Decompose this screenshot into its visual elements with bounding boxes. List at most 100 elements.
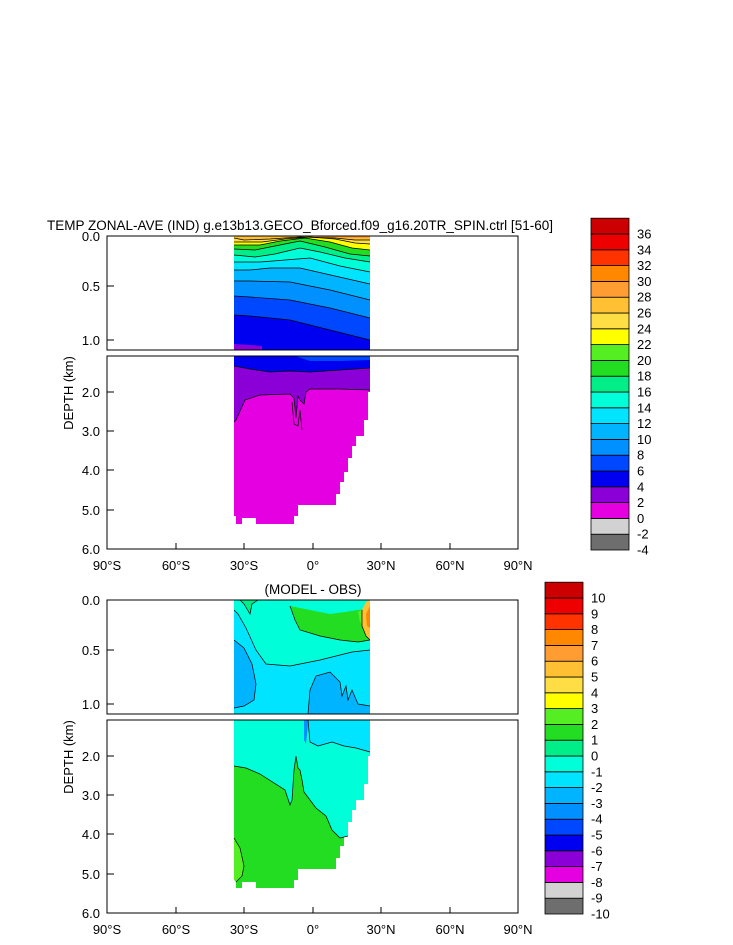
colorbar-label: 5 [591,670,598,685]
colorbar-label: 4 [637,479,644,494]
colorbar-label: 8 [591,622,598,637]
colorbar-swatch [544,692,584,709]
diff-contour-lines-upper [233,599,371,715]
colorbar-label: 4 [591,685,598,700]
colorbar-swatch [544,803,584,820]
y-tick-label: 5.0 [82,503,100,518]
chart-title: (MODEL - OBS) [264,582,361,597]
colorbar-swatch [544,897,584,915]
colorbar-swatch [590,265,630,282]
y-tick-marks [107,235,114,550]
colorbar-swatch [544,834,584,852]
colorbar-swatch [590,486,630,503]
x-tick-label: 90°S [93,558,122,573]
temp-upper-fill [233,236,371,350]
x-tick-label: 90°N [503,922,532,937]
colorbar-label: -2 [637,527,649,542]
y-axis-label: DEPTH (km) [61,356,76,430]
colorbar-swatch [590,249,630,267]
y-tick-label: 0.5 [82,643,100,658]
y-tick-label: 1.0 [82,333,100,348]
colorbar-label: 2 [637,495,644,510]
colorbar-label: 26 [637,306,651,321]
colorbar-label: 8 [637,448,644,463]
colorbar-swatch [590,217,630,235]
temp-lower-fill [233,356,371,524]
panel-model-minus-obs: (MODEL - OBS) [61,581,610,937]
colorbar-label: 6 [591,654,598,669]
colorbar-swatch [544,613,584,630]
colorbar-swatch [544,850,584,867]
colorbar-swatch [590,502,630,519]
y-tick-label: 0.5 [82,279,100,294]
y-tick-label: 0.0 [82,593,100,608]
colorbar-swatch [590,391,630,409]
diff-band-minus2-minus1 [308,720,370,752]
colorbar-swatch [544,787,584,804]
colorbar-label: -5 [591,828,603,843]
colorbar-swatch [590,344,630,361]
colorbar-label: -2 [591,780,603,795]
y-tick-label: 2.0 [82,385,100,400]
y-tick-label: 1.0 [82,697,100,712]
x-tick-label: 30°S [230,558,259,573]
colorbar-label: -1 [591,764,603,779]
y-tick-label: 6.0 [82,542,100,557]
x-tick-label: 90°N [503,558,532,573]
x-tick-labels: 90°S 60°S 30°S 0° 30°N 60°N 90°N [93,922,533,937]
panel-temperature: TEMP ZONAL-AVE (IND) g.e13b13.GECO_Bforc… [47,217,651,573]
colorbar-label: 30 [637,274,651,289]
colorbar-swatch [544,581,584,599]
colorbar-label: -6 [591,843,603,858]
colorbar-label: 36 [637,227,651,242]
y-tick-label: 3.0 [82,424,100,439]
temp-contour-lines-upper [233,236,371,341]
diff-contour-lines-lower [233,719,371,883]
colorbar-swatch [544,739,584,757]
colorbar-swatch [590,328,630,345]
x-tick-label: 0° [307,558,319,573]
x-tick-label: 60°N [435,922,464,937]
colorbar-label: 24 [637,321,651,336]
colorbar-swatch [544,676,584,694]
colorbar-swatch [590,423,630,440]
colorbar-label: 9 [591,606,598,621]
colorbar-label: -8 [591,875,603,890]
colorbar-label: 18 [637,369,651,384]
colorbar-label: 10 [637,432,651,447]
colorbar-swatch [590,533,630,551]
x-tick-marks [106,907,519,913]
colorbar-swatch [544,597,584,615]
x-tick-label: 0° [307,922,319,937]
colorbar-label: -7 [591,859,603,874]
colorbar-label: 12 [637,416,651,431]
plot-frame-upper [106,235,519,351]
colorbar-label: -3 [591,796,603,811]
colorbar-label: 7 [591,638,598,653]
y-tick-labels: 0.0 0.5 1.0 2.0 3.0 4.0 5.0 6.0 [82,229,100,557]
diff-band-minus3-minus2-b [308,672,370,714]
colorbar-swatch [590,375,630,393]
x-tick-label: 60°N [435,558,464,573]
colorbar-swatch [590,312,630,330]
temp-band-2-4 [234,344,262,350]
x-tick-label: 90°S [93,922,122,937]
plot-frame-upper [106,599,519,715]
diff-band-0-1 [240,600,258,614]
temp-band-6-8 [295,356,370,361]
diff-band-minus3-minus2 [234,640,256,708]
y-tick-label: 5.0 [82,867,100,882]
diff-band-warm-core [366,606,370,628]
colorbar-label: -4 [591,812,603,827]
colorbar-label: 10 [591,591,605,606]
x-tick-label: 30°N [366,558,395,573]
temp-band-2-4 [234,356,370,422]
colorbar-label: 20 [637,353,651,368]
colorbar-swatch [590,518,630,535]
y-tick-labels: 0.0 0.5 1.0 2.0 3.0 4.0 5.0 6.0 [82,593,100,921]
colorbar-swatch [544,771,584,788]
colorbar-label: 0 [637,511,644,526]
y-tick-label: 3.0 [82,788,100,803]
colorbar-swatch [590,296,630,314]
